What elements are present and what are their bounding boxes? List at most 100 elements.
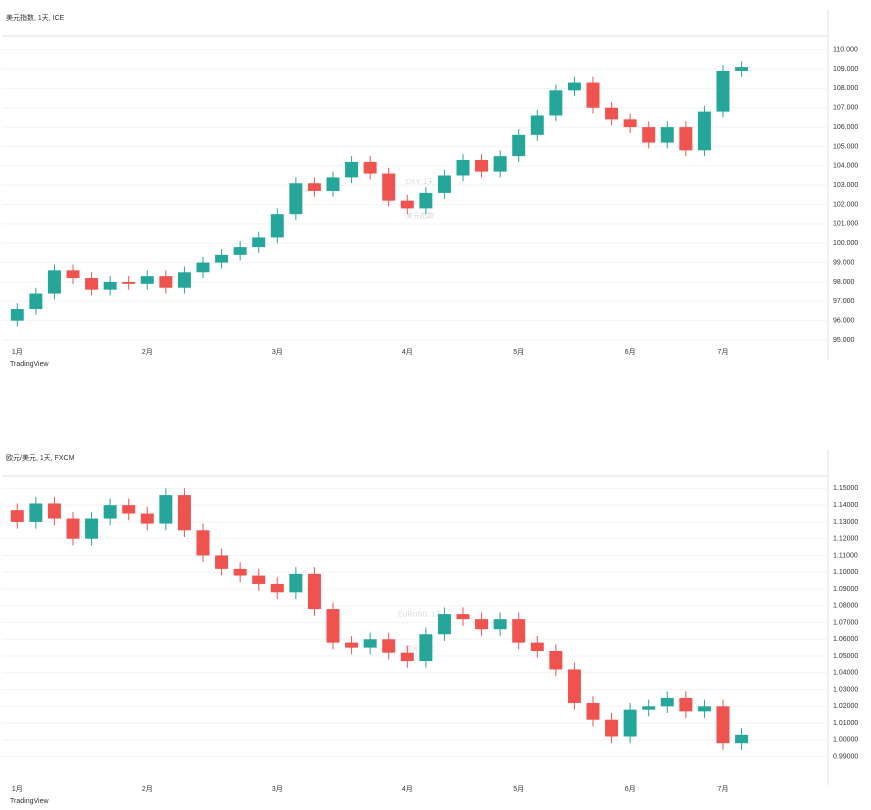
candle-body bbox=[716, 706, 730, 744]
candle-body bbox=[47, 270, 61, 294]
y-tick-label: 1.03000 bbox=[833, 686, 858, 693]
y-tick-label: 1.14000 bbox=[833, 502, 858, 509]
candle-body bbox=[679, 127, 693, 151]
y-tick-label: 0.99000 bbox=[833, 753, 858, 760]
x-tick-label: 3月 bbox=[272, 348, 283, 356]
candle-body bbox=[270, 583, 284, 593]
x-tick-label: 1月 bbox=[12, 348, 23, 356]
y-tick-label: 1.01000 bbox=[833, 720, 858, 727]
x-tick-label: 7月 bbox=[718, 348, 729, 356]
candle-body bbox=[345, 161, 359, 178]
candle-body bbox=[307, 573, 321, 610]
candle-body bbox=[10, 309, 24, 321]
y-tick-label: 105.000 bbox=[833, 143, 858, 150]
candle-body bbox=[735, 67, 749, 71]
footer: TradingView bbox=[10, 798, 49, 805]
candle-body bbox=[642, 706, 656, 710]
x-tick-label: 4月 bbox=[402, 785, 413, 793]
candle-body bbox=[567, 669, 581, 703]
candle-body bbox=[196, 530, 210, 556]
candle-body bbox=[716, 70, 730, 112]
y-tick-label: 102.000 bbox=[833, 201, 858, 208]
y-tick-label: 1.07000 bbox=[833, 619, 858, 626]
chart-header: 欧元/美元, 1天, FXCM bbox=[6, 453, 75, 462]
candle-body bbox=[196, 262, 210, 273]
y-tick-label: 1.13000 bbox=[833, 519, 858, 526]
candle-body bbox=[29, 503, 43, 522]
x-tick-label: 5月 bbox=[513, 785, 524, 793]
candle-body bbox=[586, 82, 600, 108]
candle-body bbox=[215, 254, 229, 263]
candle-body bbox=[419, 192, 433, 209]
candle-body bbox=[642, 127, 656, 143]
candle-body bbox=[660, 697, 674, 707]
candle-body bbox=[623, 709, 637, 737]
candle-body bbox=[233, 568, 247, 576]
candle-body bbox=[735, 734, 749, 744]
candle-body bbox=[437, 614, 451, 635]
candle-body bbox=[289, 183, 303, 215]
y-tick-label: 99.000 bbox=[833, 259, 855, 266]
y-tick-label: 1.15000 bbox=[833, 485, 858, 492]
candle-body bbox=[605, 719, 619, 737]
y-tick-label: 1.06000 bbox=[833, 636, 858, 643]
candle-body bbox=[400, 652, 414, 662]
y-tick-label: 96.000 bbox=[833, 317, 855, 324]
candle-body bbox=[660, 127, 674, 143]
watermark-title: DXY, 1天 bbox=[406, 178, 434, 186]
chart-header: 美元指数, 1天, ICE bbox=[6, 13, 65, 22]
candle-body bbox=[493, 619, 507, 630]
y-tick-label: 1.05000 bbox=[833, 653, 858, 660]
candle-body bbox=[47, 503, 61, 519]
candle-body bbox=[85, 278, 99, 290]
candle-body bbox=[345, 642, 359, 648]
candle-body bbox=[456, 160, 470, 176]
y-tick-label: 1.11000 bbox=[833, 552, 858, 559]
x-tick-label: 2月 bbox=[142, 785, 153, 793]
candle-body bbox=[456, 614, 470, 620]
candle-body bbox=[140, 513, 154, 524]
candle-body bbox=[66, 518, 80, 539]
candle-body bbox=[103, 505, 117, 519]
y-tick-label: 1.12000 bbox=[833, 536, 858, 543]
candle-body bbox=[29, 293, 43, 310]
x-tick-label: 4月 bbox=[402, 348, 413, 356]
y-tick-label: 101.000 bbox=[833, 221, 858, 228]
x-tick-label: 1月 bbox=[12, 785, 23, 793]
candle-body bbox=[530, 115, 544, 135]
y-tick-label: 1.00000 bbox=[833, 737, 858, 744]
y-tick-label: 1.04000 bbox=[833, 670, 858, 677]
x-tick-label: 5月 bbox=[513, 348, 524, 356]
candle-body bbox=[586, 702, 600, 720]
candle-body bbox=[159, 495, 173, 524]
x-tick-label: 6月 bbox=[625, 348, 636, 356]
candle-body bbox=[177, 272, 191, 288]
y-tick-label: 108.000 bbox=[833, 85, 858, 92]
candle-body bbox=[326, 609, 340, 643]
candle-body bbox=[679, 697, 693, 712]
y-tick-label: 110.000 bbox=[833, 47, 858, 54]
candle-body bbox=[326, 177, 340, 191]
y-tick-label: 1.10000 bbox=[833, 569, 858, 576]
watermark-title: EURUSD, 1天 bbox=[398, 610, 442, 618]
candle-body bbox=[475, 160, 489, 172]
x-tick-label: 7月 bbox=[718, 785, 729, 793]
candle-body bbox=[289, 573, 303, 593]
candle-body bbox=[623, 119, 637, 128]
candle-body bbox=[363, 161, 377, 174]
candle-body bbox=[437, 175, 451, 193]
y-tick-label: 1.09000 bbox=[833, 586, 858, 593]
candle-body bbox=[103, 281, 117, 290]
y-tick-label: 98.000 bbox=[833, 279, 855, 286]
candle-body bbox=[419, 634, 433, 662]
y-tick-label: 1.02000 bbox=[833, 703, 858, 710]
y-tick-label: 106.000 bbox=[833, 124, 858, 131]
candle-body bbox=[382, 173, 396, 201]
candle-body bbox=[233, 247, 247, 255]
candle-body bbox=[567, 82, 581, 91]
y-tick-label: 107.000 bbox=[833, 105, 858, 112]
candle-body bbox=[252, 237, 266, 248]
candle-body bbox=[66, 270, 80, 279]
candle-body bbox=[512, 134, 526, 157]
